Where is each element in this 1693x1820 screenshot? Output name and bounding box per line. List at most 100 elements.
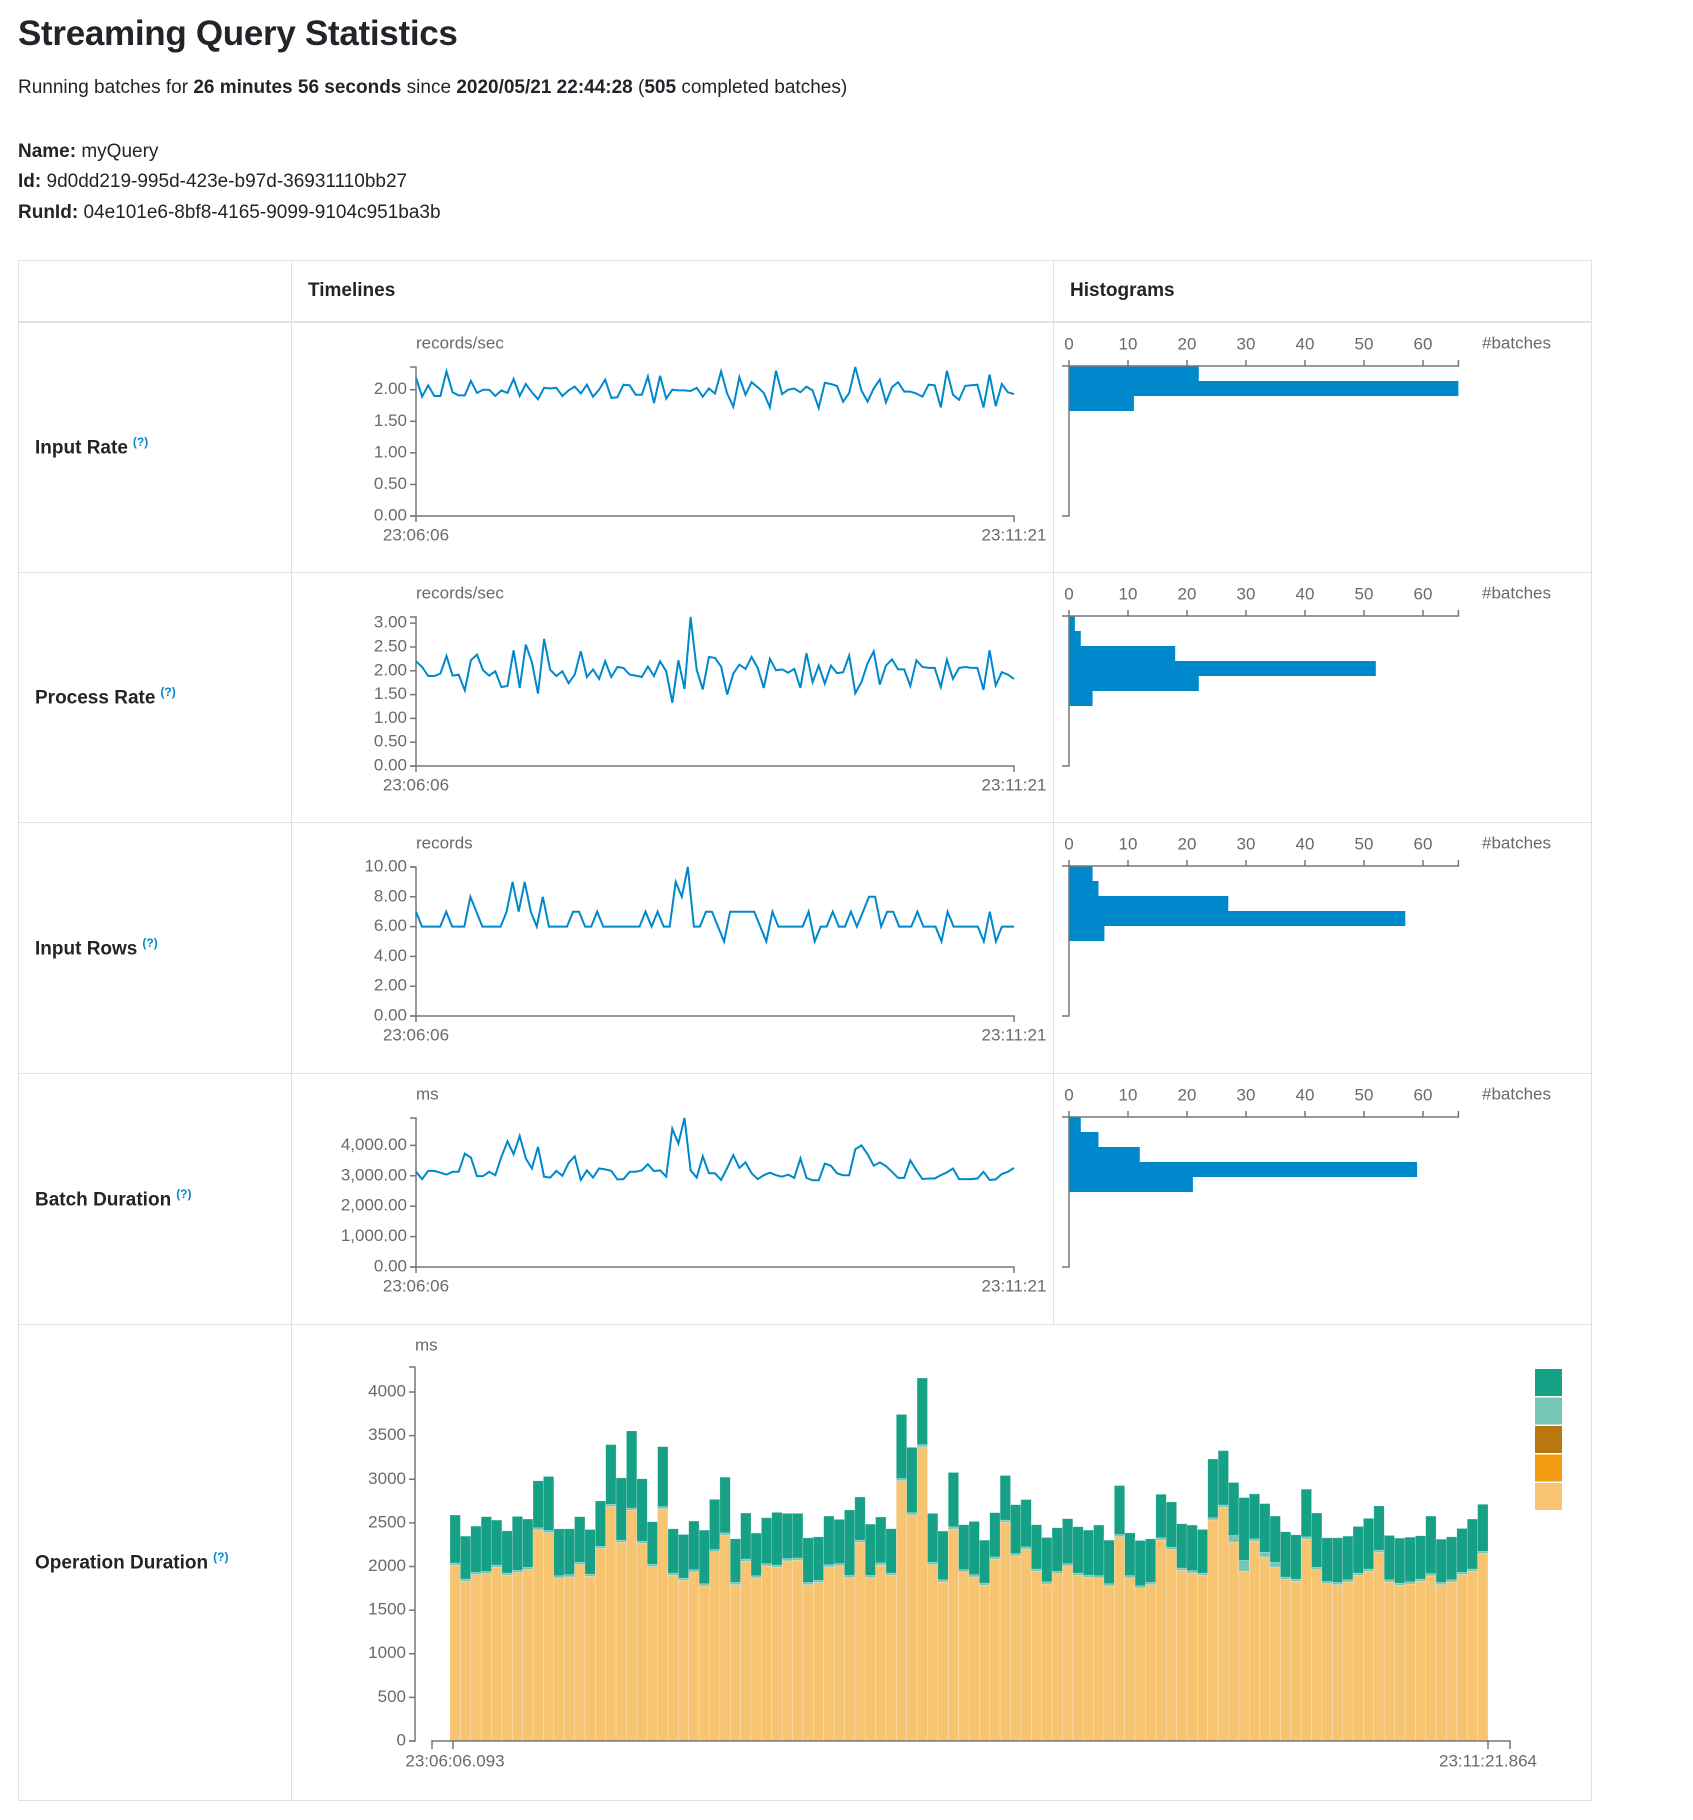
histogram-x-tick-label: 60	[1414, 584, 1433, 603]
stacked-bar-segment	[844, 1575, 856, 1578]
stacked-bar-segment	[1228, 1535, 1240, 1543]
stacked-bar-segment	[979, 1584, 991, 1742]
histogram-bar	[1069, 631, 1081, 646]
stacked-bar-segment	[511, 1572, 523, 1742]
metric-label-cell: Process Rate (?)	[18, 572, 292, 823]
stacked-bar-segment	[563, 1574, 575, 1578]
histogram-x-tick-label: 0	[1064, 334, 1073, 353]
x-tick-label-start: 23:06:06.093	[405, 1751, 504, 1770]
stacked-bar-segment	[896, 1414, 908, 1479]
help-icon[interactable]: (?)	[213, 1550, 229, 1565]
stacked-bar-segment	[916, 1444, 928, 1448]
stacked-bar-segment	[1466, 1518, 1478, 1570]
stacked-bar-segment	[1197, 1572, 1209, 1576]
stacked-bar-segment	[1259, 1552, 1271, 1558]
stacked-bar-segment	[792, 1559, 804, 1742]
table-header-row: Timelines Histograms	[18, 260, 1592, 323]
timeline-chart-process-rate: records/sec 0.00 0.50 1.00 1.50 2.00 2.50 3.00 2…	[374, 583, 1047, 794]
stacked-bar-segment	[833, 1563, 845, 1567]
stacked-bar-segment	[615, 1542, 627, 1742]
stacked-bar-segment	[709, 1549, 721, 1553]
stacked-bar-segment	[636, 1540, 648, 1544]
name-value: myQuery	[81, 141, 159, 162]
y-tick-label: 6.00	[374, 916, 407, 935]
y-tick-label: 4,000.00	[341, 1135, 407, 1154]
help-icon[interactable]: (?)	[160, 685, 176, 700]
stacked-bar-segment	[1165, 1546, 1177, 1550]
y-axis-unit: records/sec	[416, 333, 504, 352]
histogram-x-tick-label: 0	[1064, 1085, 1073, 1104]
summary-suffix: completed batches)	[676, 77, 848, 98]
y-tick-label: 1.00	[374, 442, 407, 461]
stacked-bar-segment	[958, 1524, 970, 1570]
stacked-bar-segment	[968, 1521, 980, 1576]
y-axis-unit: ms	[415, 1335, 438, 1354]
stacked-bar-segment	[709, 1499, 721, 1550]
stacked-bar-segment	[875, 1516, 887, 1564]
stacked-bar-segment	[1269, 1515, 1281, 1563]
stacked-bar-segment	[989, 1556, 1001, 1560]
stacked-bar-segment	[1321, 1537, 1333, 1582]
stacked-bar-segment	[1363, 1568, 1375, 1572]
stacked-bar-segment	[501, 1530, 513, 1574]
help-icon[interactable]: (?)	[176, 1186, 192, 1201]
stacked-bar-segment	[1197, 1529, 1209, 1574]
stacked-bar-segment	[1010, 1504, 1022, 1554]
histogram-bar	[1069, 1147, 1140, 1162]
stacked-bar-segment	[1342, 1581, 1354, 1742]
stacked-bar-segment	[958, 1569, 970, 1573]
stacked-bar-segment	[1010, 1555, 1022, 1742]
histogram-x-tick-label: 30	[1237, 1085, 1256, 1104]
x-axis	[415, 765, 1015, 772]
stacked-bar-segment	[1030, 1570, 1042, 1742]
stacked-bar-segment	[844, 1577, 856, 1742]
stacked-bar-segment	[470, 1525, 482, 1573]
stacked-bar-segment	[968, 1576, 980, 1742]
histogram-x-axis-label: #batches	[1482, 1084, 1551, 1103]
histogram-x-tick-label: 30	[1237, 584, 1256, 603]
stacked-bar-segment	[729, 1584, 741, 1742]
stacked-bar-segment	[698, 1583, 710, 1587]
histogram-y-axis	[1062, 366, 1070, 517]
histogram-cell: 0 10 20 30 40 50 60 #batches	[1053, 822, 1592, 1074]
stacked-bar-segment	[947, 1528, 959, 1742]
stacked-bar-segment	[1176, 1569, 1188, 1742]
histogram-x-tick-label: 40	[1296, 1085, 1315, 1104]
stacked-bar-segment	[626, 1509, 638, 1742]
stacked-bar-segment	[750, 1575, 762, 1579]
stacked-bar-segment	[1477, 1550, 1489, 1554]
stacked-bar-segment	[501, 1572, 513, 1576]
help-icon[interactable]: (?)	[132, 435, 149, 450]
stacked-bar-segment	[896, 1480, 908, 1742]
stacked-bar-segment	[1145, 1538, 1157, 1583]
y-tick-label: 0.50	[374, 474, 407, 493]
x-axis	[415, 1266, 1015, 1273]
stacked-bar-segment	[1155, 1537, 1167, 1541]
stacked-bar-segment	[1290, 1534, 1302, 1580]
y-tick-label: 3500	[368, 1425, 406, 1444]
stacked-bar-segment	[1404, 1583, 1416, 1742]
stacked-bar-segment	[1248, 1538, 1260, 1542]
stacked-bar-segment	[885, 1574, 897, 1742]
stacked-bar-segment	[491, 1519, 503, 1566]
stacked-bar-segment	[729, 1582, 741, 1585]
stacked-bar-segment	[1010, 1553, 1022, 1557]
stacked-bar-segment	[1051, 1527, 1063, 1572]
histogram-bar	[1069, 911, 1406, 926]
stacked-bar-segment	[719, 1534, 731, 1742]
stacked-bar-segment	[1176, 1523, 1188, 1569]
stacked-bar-segment	[470, 1574, 482, 1742]
y-tick-label: 0.00	[374, 1005, 407, 1024]
stacked-bar-segment	[719, 1532, 731, 1536]
stacked-bar-segment	[1238, 1560, 1250, 1572]
y-tick-label: 1.00	[374, 708, 407, 727]
stacked-bar-segment	[1477, 1504, 1489, 1552]
stacked-bar-segment	[1103, 1583, 1115, 1587]
y-tick-label: 2500	[368, 1512, 406, 1531]
stacked-bar-segment	[491, 1564, 503, 1568]
help-icon[interactable]: (?)	[142, 935, 158, 950]
y-tick-label: 2.00	[374, 379, 407, 398]
stacked-bar-segment	[885, 1528, 897, 1574]
stacked-bar-segment	[1186, 1570, 1198, 1574]
stacked-bar-segment	[854, 1542, 866, 1742]
